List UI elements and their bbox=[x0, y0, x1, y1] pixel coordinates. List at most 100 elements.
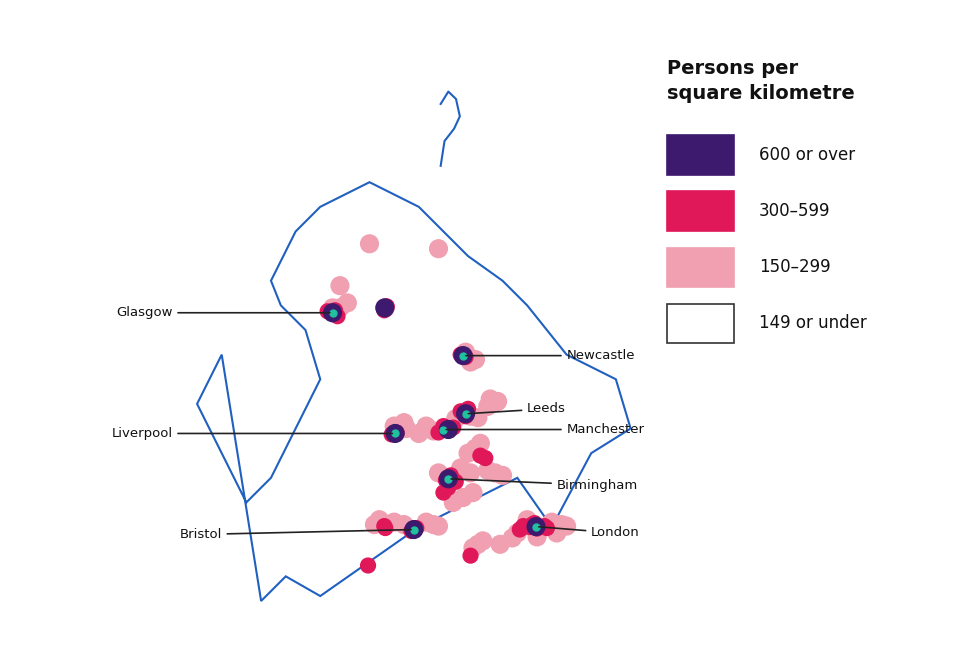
Circle shape bbox=[479, 461, 496, 479]
Circle shape bbox=[467, 350, 485, 368]
Circle shape bbox=[360, 558, 376, 573]
Circle shape bbox=[445, 494, 462, 512]
FancyBboxPatch shape bbox=[667, 304, 734, 343]
Circle shape bbox=[543, 513, 560, 531]
Circle shape bbox=[444, 468, 458, 482]
Circle shape bbox=[431, 425, 445, 440]
Circle shape bbox=[446, 410, 465, 428]
Circle shape bbox=[377, 521, 393, 535]
Circle shape bbox=[405, 521, 422, 539]
Circle shape bbox=[436, 418, 451, 434]
Circle shape bbox=[429, 240, 447, 257]
Circle shape bbox=[461, 401, 475, 416]
Circle shape bbox=[331, 309, 345, 323]
Circle shape bbox=[395, 414, 413, 432]
Circle shape bbox=[439, 473, 453, 488]
Circle shape bbox=[462, 353, 479, 371]
Circle shape bbox=[409, 521, 423, 535]
Circle shape bbox=[436, 485, 451, 500]
Circle shape bbox=[474, 532, 491, 550]
Circle shape bbox=[424, 515, 443, 533]
Text: London: London bbox=[538, 527, 640, 539]
Circle shape bbox=[467, 440, 485, 457]
Text: 150–299: 150–299 bbox=[759, 258, 831, 277]
Text: Newcastle: Newcastle bbox=[466, 349, 635, 362]
Circle shape bbox=[527, 517, 545, 535]
Circle shape bbox=[518, 511, 536, 529]
Circle shape bbox=[376, 303, 392, 317]
Circle shape bbox=[479, 397, 496, 415]
Circle shape bbox=[398, 420, 416, 438]
Circle shape bbox=[478, 451, 492, 465]
Circle shape bbox=[548, 524, 565, 542]
Circle shape bbox=[448, 475, 463, 489]
Circle shape bbox=[462, 464, 479, 482]
Circle shape bbox=[445, 420, 461, 435]
Circle shape bbox=[487, 464, 504, 482]
Circle shape bbox=[530, 521, 544, 536]
Circle shape bbox=[469, 409, 487, 426]
Circle shape bbox=[395, 515, 413, 533]
Circle shape bbox=[384, 427, 399, 442]
Circle shape bbox=[410, 424, 427, 442]
Circle shape bbox=[441, 480, 456, 495]
Circle shape bbox=[376, 519, 392, 533]
Circle shape bbox=[377, 515, 396, 533]
Circle shape bbox=[504, 529, 521, 546]
Circle shape bbox=[440, 420, 457, 438]
Circle shape bbox=[457, 343, 474, 361]
Circle shape bbox=[489, 393, 507, 411]
Circle shape bbox=[453, 404, 468, 418]
Text: Bristol: Bristol bbox=[179, 528, 411, 541]
Circle shape bbox=[553, 515, 571, 533]
Circle shape bbox=[558, 517, 576, 535]
Circle shape bbox=[513, 522, 527, 537]
Circle shape bbox=[537, 519, 552, 533]
Circle shape bbox=[509, 524, 526, 542]
Circle shape bbox=[452, 459, 469, 477]
Text: Leeds: Leeds bbox=[468, 403, 566, 415]
Circle shape bbox=[418, 513, 435, 531]
Circle shape bbox=[440, 470, 457, 488]
Circle shape bbox=[462, 407, 479, 425]
Circle shape bbox=[493, 467, 512, 484]
Circle shape bbox=[331, 299, 349, 317]
Circle shape bbox=[418, 417, 435, 435]
Circle shape bbox=[338, 294, 356, 312]
Circle shape bbox=[527, 515, 542, 531]
Text: 300–599: 300–599 bbox=[759, 202, 831, 220]
Circle shape bbox=[464, 539, 482, 556]
Circle shape bbox=[515, 519, 531, 533]
Circle shape bbox=[389, 425, 404, 440]
Circle shape bbox=[453, 347, 468, 362]
Circle shape bbox=[469, 535, 487, 553]
Text: 600 or over: 600 or over bbox=[759, 146, 855, 164]
Circle shape bbox=[528, 528, 546, 546]
Circle shape bbox=[459, 444, 477, 462]
Circle shape bbox=[376, 299, 394, 317]
Circle shape bbox=[324, 304, 341, 321]
Text: Persons per
square kilometre: Persons per square kilometre bbox=[667, 59, 855, 104]
Circle shape bbox=[404, 523, 419, 539]
Text: Glasgow: Glasgow bbox=[116, 306, 330, 319]
Circle shape bbox=[539, 521, 555, 535]
Circle shape bbox=[458, 409, 473, 424]
FancyBboxPatch shape bbox=[667, 248, 734, 287]
FancyBboxPatch shape bbox=[667, 191, 734, 231]
Circle shape bbox=[331, 277, 349, 294]
Circle shape bbox=[522, 519, 537, 535]
Circle shape bbox=[454, 346, 472, 364]
Circle shape bbox=[473, 448, 488, 463]
Circle shape bbox=[458, 350, 473, 364]
Text: Birmingham: Birmingham bbox=[451, 478, 638, 492]
Circle shape bbox=[429, 464, 447, 482]
Circle shape bbox=[328, 303, 342, 317]
Circle shape bbox=[429, 517, 447, 535]
Circle shape bbox=[454, 488, 472, 506]
Circle shape bbox=[360, 235, 378, 253]
Circle shape bbox=[463, 548, 478, 563]
Text: Liverpool: Liverpool bbox=[111, 427, 393, 440]
Circle shape bbox=[481, 390, 499, 408]
Circle shape bbox=[324, 299, 341, 317]
Circle shape bbox=[424, 422, 443, 440]
